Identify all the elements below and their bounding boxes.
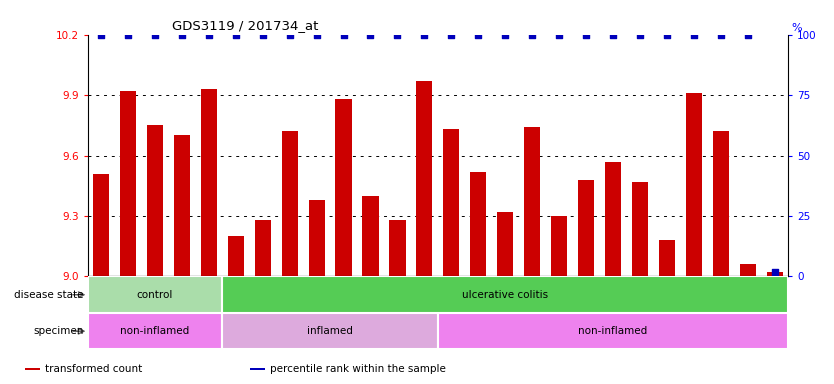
Bar: [228, 236, 244, 276]
Point: [552, 31, 565, 38]
Bar: [578, 180, 594, 276]
Point: [283, 31, 296, 38]
Bar: [389, 220, 405, 276]
Text: specimen: specimen: [33, 326, 83, 336]
Point: [364, 31, 377, 38]
Bar: [740, 264, 756, 276]
Point: [633, 31, 646, 38]
Bar: [223, 313, 438, 349]
Text: inflamed: inflamed: [307, 326, 353, 336]
Text: %: %: [791, 23, 801, 33]
Bar: [93, 174, 109, 276]
Bar: [605, 162, 621, 276]
Point: [687, 31, 701, 38]
Bar: [524, 127, 540, 276]
Text: control: control: [137, 290, 173, 300]
Point: [525, 31, 539, 38]
Text: GDS3119 / 201734_at: GDS3119 / 201734_at: [172, 19, 318, 32]
Bar: [88, 276, 223, 313]
Bar: [173, 136, 190, 276]
Point: [499, 31, 512, 38]
Bar: [309, 200, 324, 276]
Bar: [254, 220, 271, 276]
Point: [391, 31, 404, 38]
Bar: [282, 131, 298, 276]
Point: [714, 31, 727, 38]
Point: [445, 31, 458, 38]
Bar: [363, 196, 379, 276]
Bar: [250, 368, 265, 370]
Text: transformed count: transformed count: [45, 364, 143, 374]
Bar: [470, 172, 486, 276]
Bar: [551, 216, 567, 276]
Text: percentile rank within the sample: percentile rank within the sample: [270, 364, 446, 374]
Text: non-inflamed: non-inflamed: [578, 326, 648, 336]
Bar: [201, 89, 217, 276]
Point: [768, 268, 781, 275]
Point: [741, 31, 755, 38]
Bar: [335, 99, 352, 276]
Bar: [497, 212, 513, 276]
Bar: [120, 91, 136, 276]
Point: [175, 31, 188, 38]
Point: [121, 31, 134, 38]
Point: [310, 31, 324, 38]
Point: [337, 31, 350, 38]
Bar: [25, 368, 40, 370]
Bar: [88, 313, 223, 349]
Point: [94, 31, 108, 38]
Point: [229, 31, 243, 38]
Text: ulcerative colitis: ulcerative colitis: [462, 290, 548, 300]
Bar: [443, 129, 460, 276]
Bar: [416, 81, 433, 276]
Point: [418, 31, 431, 38]
Point: [471, 31, 485, 38]
Bar: [223, 276, 788, 313]
Point: [580, 31, 593, 38]
Bar: [632, 182, 648, 276]
Point: [661, 31, 674, 38]
Point: [256, 31, 269, 38]
Point: [148, 31, 162, 38]
Text: disease state: disease state: [14, 290, 83, 300]
Bar: [713, 131, 729, 276]
Text: non-inflamed: non-inflamed: [120, 326, 189, 336]
Point: [202, 31, 215, 38]
Bar: [438, 313, 788, 349]
Bar: [147, 125, 163, 276]
Bar: [686, 93, 702, 276]
Point: [606, 31, 620, 38]
Bar: [659, 240, 675, 276]
Bar: [766, 273, 783, 276]
